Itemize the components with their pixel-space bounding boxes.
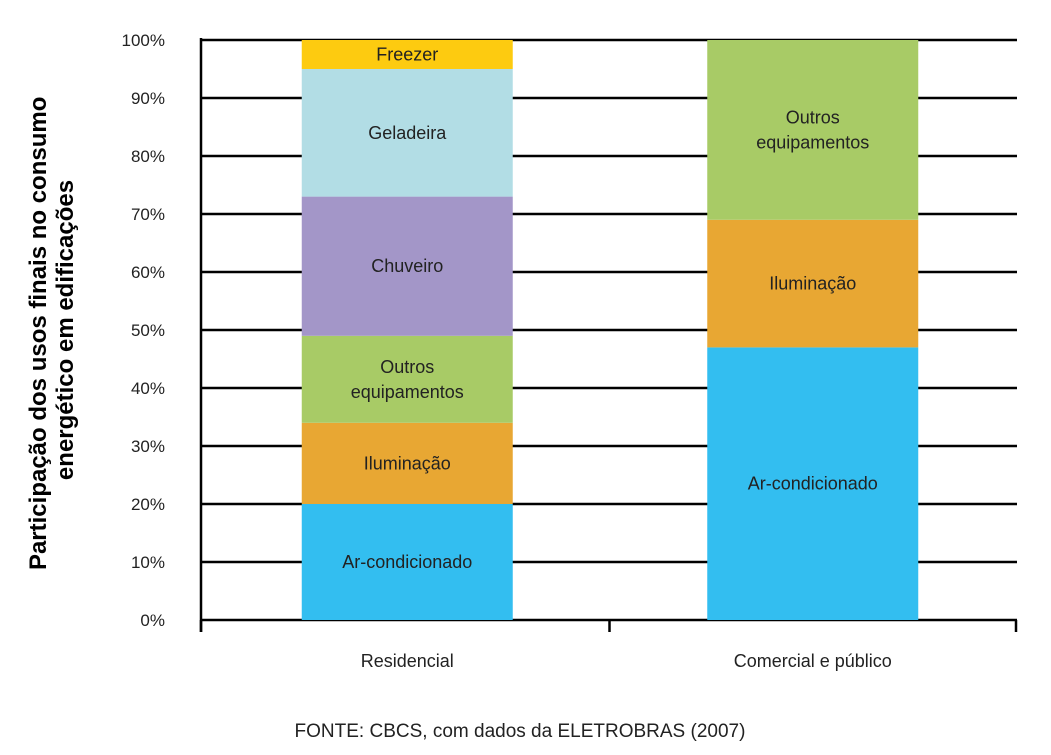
segment-label-line: Iluminação xyxy=(769,274,856,294)
segment-label-line: Ar-condicionado xyxy=(748,474,878,494)
axes xyxy=(199,38,1018,632)
y-tick-label: 70% xyxy=(131,205,165,224)
y-tick-label: 60% xyxy=(131,263,165,282)
bar-segment xyxy=(301,422,513,504)
bar-segment xyxy=(301,40,513,69)
segment-label: Geladeira xyxy=(368,123,447,143)
y-tick-label: 80% xyxy=(131,147,165,166)
segment-label: Iluminação xyxy=(364,453,451,473)
bar-segment xyxy=(301,196,513,336)
bar-segment xyxy=(301,504,513,620)
bars: Ar-condicionado Iluminação Outros equipamen… xyxy=(301,40,919,620)
segment-label: Outros equipamentos xyxy=(351,357,464,402)
segment-label: Outros equipamentos xyxy=(756,107,869,152)
segment-label-line: Outros xyxy=(786,107,840,127)
bar-segment xyxy=(707,40,919,220)
category-label: Residencial xyxy=(361,651,454,671)
y-tick-label: 30% xyxy=(131,437,165,456)
bar-segment xyxy=(707,219,919,348)
segment-label-line: equipamentos xyxy=(351,382,464,402)
segment-label: Ar-condicionado xyxy=(748,474,878,494)
y-axis-title-line-2: energético em edificações xyxy=(52,180,79,480)
segment-label-line: Freezer xyxy=(376,45,438,65)
y-tick-label: 20% xyxy=(131,495,165,514)
category-label: Comercial e público xyxy=(734,651,892,671)
segment-label: Chuveiro xyxy=(371,256,443,276)
y-tick-label: 0% xyxy=(140,611,165,630)
bar-segment xyxy=(707,347,919,620)
bar-segment xyxy=(301,69,513,197)
bar-0: Ar-condicionado Iluminação Outros equipamen… xyxy=(301,40,513,620)
category-labels: Residencial Comercial e público xyxy=(361,651,892,671)
y-axis-title-line-1: Participação dos usos finais no consumo xyxy=(25,97,52,570)
y-tick-label: 90% xyxy=(131,89,165,108)
y-tick-label: 40% xyxy=(131,379,165,398)
segment-label-line: Geladeira xyxy=(368,123,447,143)
segment-label: Iluminação xyxy=(769,274,856,294)
source-note: FONTE: CBCS, com dados da ELETROBRAS (20… xyxy=(295,721,746,742)
segment-label-line: equipamentos xyxy=(756,132,869,152)
y-tick-label: 50% xyxy=(131,321,165,340)
segment-label-line: Ar-condicionado xyxy=(342,552,472,572)
segment-label: Ar-condicionado xyxy=(342,552,472,572)
segment-label-line: Iluminação xyxy=(364,453,451,473)
bar-segment xyxy=(301,335,513,423)
bar-1: Ar-condicionado Iluminação Outros equipamen… xyxy=(707,40,919,620)
y-axis-title: Participação dos usos finais no consumo … xyxy=(25,90,79,570)
y-tick-label: 10% xyxy=(131,553,165,572)
segment-label: Freezer xyxy=(376,45,438,65)
segment-label-line: Chuveiro xyxy=(371,256,443,276)
y-tick-labels: 0% 10% 20% 30% 40% 50% 60% 70% 80% 90% 100% xyxy=(122,31,165,630)
segment-label-line: Outros xyxy=(380,357,434,377)
y-tick-label: 100% xyxy=(122,31,165,50)
